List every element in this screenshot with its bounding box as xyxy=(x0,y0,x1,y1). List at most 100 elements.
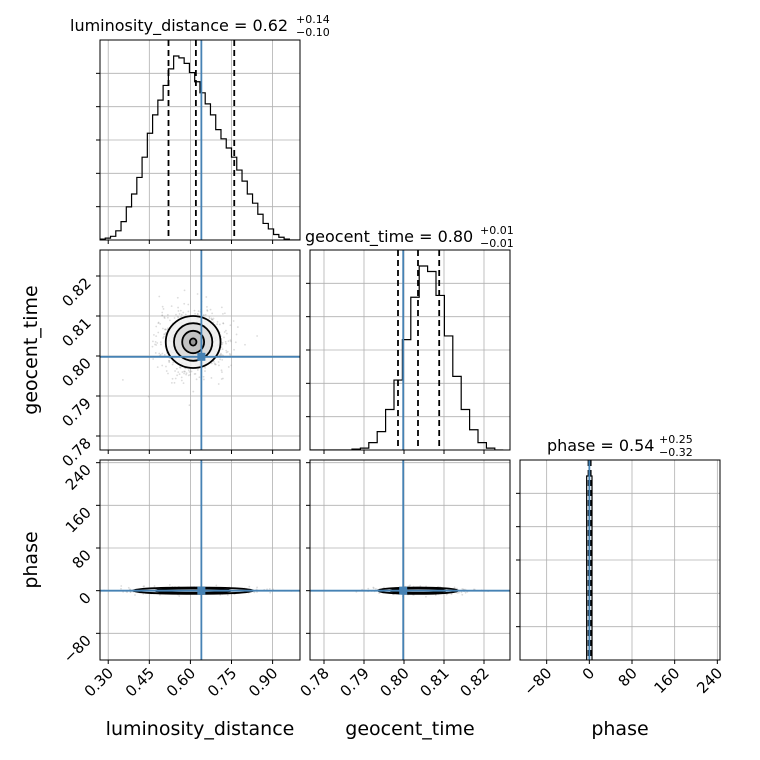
ylabel-geocent-time: geocent_time xyxy=(20,285,42,414)
sample-point xyxy=(151,345,154,348)
sample-point xyxy=(190,370,193,373)
sample-point xyxy=(208,315,211,318)
panel-0-0 xyxy=(96,39,301,244)
sample-point xyxy=(155,325,158,328)
sample-point xyxy=(185,373,188,376)
sample-point xyxy=(204,366,207,369)
sample-point xyxy=(181,371,184,373)
sample-point xyxy=(203,378,205,381)
sample-point xyxy=(461,593,464,596)
sample-point xyxy=(129,591,132,594)
sample-point xyxy=(165,370,168,372)
sample-point xyxy=(208,317,211,320)
sample-point xyxy=(177,316,180,319)
sample-point xyxy=(222,312,224,315)
sample-point xyxy=(225,329,227,332)
sample-point xyxy=(202,314,205,316)
sample-point xyxy=(188,371,191,373)
sample-point xyxy=(182,311,185,314)
sample-point xyxy=(152,358,155,360)
sample-point xyxy=(189,373,192,376)
sample-point xyxy=(162,337,165,339)
sample-point xyxy=(460,591,463,594)
panel-0-1 xyxy=(96,249,301,454)
sample-point xyxy=(221,343,224,346)
sample-point xyxy=(230,364,233,367)
sample-point xyxy=(143,585,146,588)
sample-point xyxy=(168,357,171,360)
sample-point xyxy=(197,310,200,312)
sample-point xyxy=(155,335,158,337)
panel-0-2 xyxy=(96,459,301,664)
xtick-label-luminosity_distance: 0.60 xyxy=(163,664,199,700)
sample-point xyxy=(236,326,239,328)
title-phase-plus: +0.25 xyxy=(659,433,693,446)
sample-point xyxy=(221,341,224,344)
sample-point xyxy=(120,587,122,590)
sample-point xyxy=(227,340,230,343)
panels: 0.30 0.45 0.60 0.75 0.90 0.78 0.79 0.80 0.81 0.82… xyxy=(58,39,726,700)
truth-marker xyxy=(399,586,408,595)
xlabel-luminosity-distance: luminosity_distance xyxy=(106,718,295,740)
sample-point xyxy=(196,313,199,316)
sample-point xyxy=(156,342,159,344)
title-luminosity-distance-plus: +0.14 xyxy=(296,13,330,26)
truth-marker xyxy=(197,352,206,361)
sample-point xyxy=(182,382,185,384)
sample-point xyxy=(225,342,227,345)
sample-point xyxy=(453,586,456,589)
sample-point xyxy=(161,305,164,308)
sample-point xyxy=(204,370,206,372)
sample-point xyxy=(248,585,251,588)
sample-point xyxy=(161,364,164,367)
sample-point xyxy=(217,361,220,363)
sample-point xyxy=(192,390,195,393)
sample-point xyxy=(212,321,215,324)
ytick-label-phase: 0 xyxy=(75,589,94,608)
sample-point xyxy=(161,314,164,317)
sample-point xyxy=(167,327,169,330)
sample-point xyxy=(120,585,123,587)
sample-point xyxy=(219,358,222,361)
sample-point xyxy=(179,366,182,369)
sample-point xyxy=(194,372,197,375)
title-geocent-time-plus: +0.01 xyxy=(480,224,514,237)
xlabel-geocent-time: geocent_time xyxy=(345,718,474,740)
truth-marker xyxy=(197,586,206,595)
sample-point xyxy=(202,314,205,317)
sample-point xyxy=(159,353,162,356)
sample-point xyxy=(168,360,171,362)
sample-point xyxy=(221,358,224,361)
sample-point xyxy=(179,309,182,312)
sample-point xyxy=(212,360,215,363)
sample-point xyxy=(167,372,169,375)
sample-point xyxy=(163,353,166,356)
contour-2 xyxy=(181,329,206,355)
sample-point xyxy=(213,362,216,365)
sample-point xyxy=(180,379,183,382)
ytick-label-phase: 160 xyxy=(62,503,95,536)
sample-point xyxy=(227,366,230,368)
sample-point xyxy=(183,289,186,292)
panel-2-2 xyxy=(516,459,721,664)
title-phase-minus: −0.32 xyxy=(659,446,693,459)
sample-point xyxy=(206,309,209,311)
sample-point xyxy=(225,351,228,354)
sample-point xyxy=(229,339,232,342)
histogram-geocent_time xyxy=(310,265,504,450)
sample-point xyxy=(166,316,169,319)
sample-point xyxy=(178,366,181,369)
sample-point xyxy=(220,369,223,372)
sample-point xyxy=(180,376,183,379)
sample-point xyxy=(162,335,165,338)
sample-point xyxy=(225,332,228,335)
sample-point xyxy=(221,371,223,374)
sample-point xyxy=(183,302,186,305)
sample-point xyxy=(367,587,370,590)
sample-point xyxy=(232,320,235,322)
sample-point xyxy=(157,321,160,324)
sample-point xyxy=(220,353,223,356)
sample-point xyxy=(229,354,232,356)
sample-point xyxy=(195,378,198,381)
ytick-label-phase: 80 xyxy=(69,546,95,572)
